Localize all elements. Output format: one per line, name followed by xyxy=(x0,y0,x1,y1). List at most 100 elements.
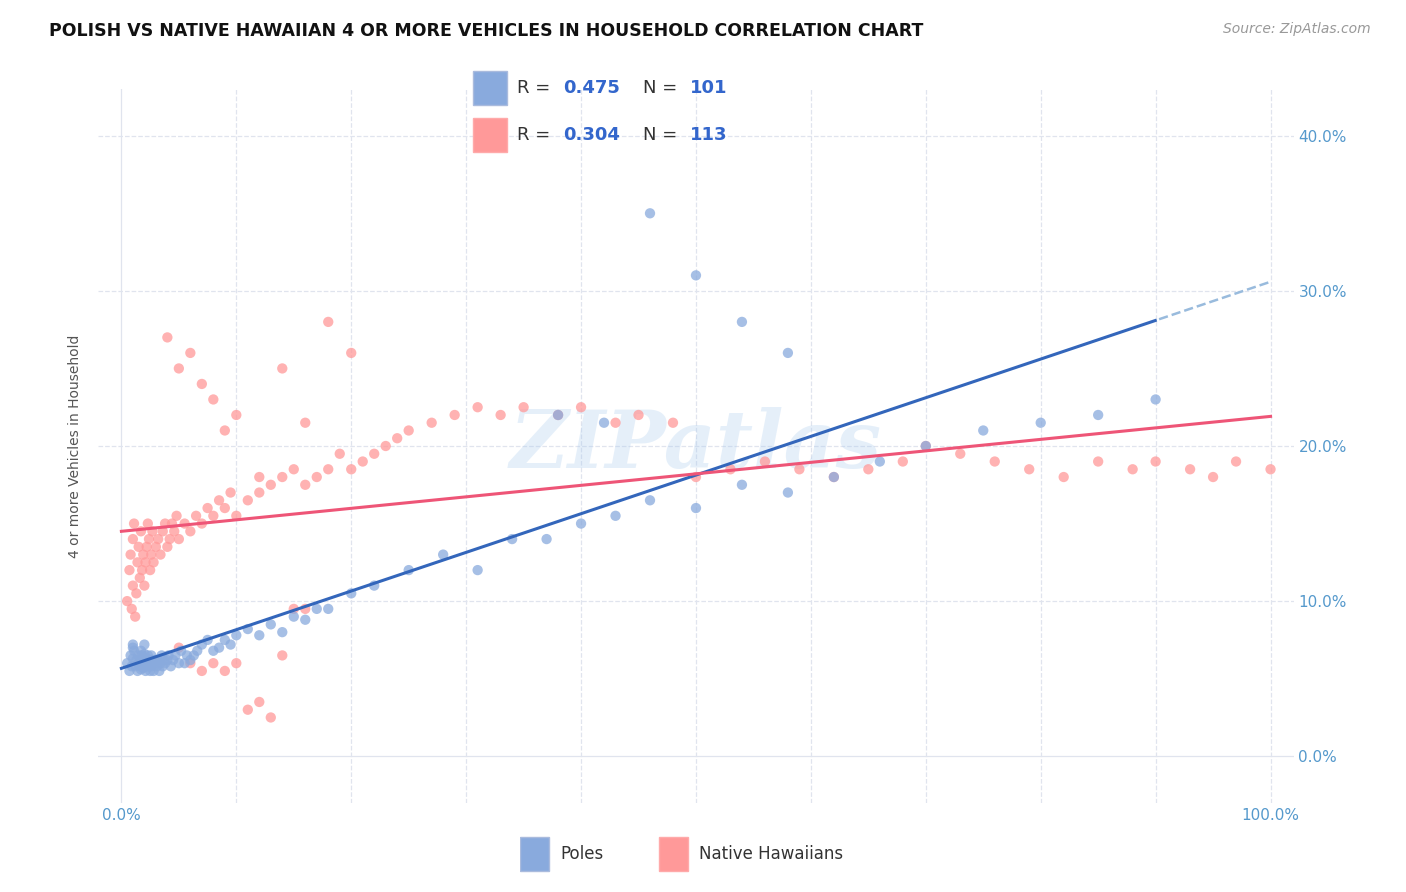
Point xyxy=(225,408,247,422)
Point xyxy=(135,659,157,673)
Text: POLISH VS NATIVE HAWAIIAN 4 OR MORE VEHICLES IN HOUSEHOLD CORRELATION CHART: POLISH VS NATIVE HAWAIIAN 4 OR MORE VEHI… xyxy=(49,22,924,40)
Point xyxy=(1144,392,1167,407)
Point xyxy=(869,454,891,468)
Point xyxy=(131,656,153,670)
Y-axis label: 4 or more Vehicles in Household: 4 or more Vehicles in Household xyxy=(69,334,83,558)
Point xyxy=(135,555,157,569)
Point xyxy=(128,653,150,667)
Point xyxy=(128,540,150,554)
Point xyxy=(141,659,163,673)
Point xyxy=(225,508,247,523)
Point xyxy=(135,664,157,678)
Point xyxy=(329,447,352,461)
Point xyxy=(754,454,776,468)
Point xyxy=(398,424,420,438)
Point xyxy=(271,361,294,376)
Point xyxy=(247,470,270,484)
Point xyxy=(605,508,627,523)
Point xyxy=(134,647,156,661)
Point xyxy=(141,648,163,663)
Point xyxy=(536,532,558,546)
Point xyxy=(260,617,283,632)
Point xyxy=(167,532,190,546)
Point xyxy=(685,501,707,516)
Point xyxy=(247,695,270,709)
Point xyxy=(150,648,173,663)
Point xyxy=(316,315,339,329)
Point xyxy=(467,401,489,415)
Point xyxy=(191,664,214,678)
Point xyxy=(260,710,283,724)
Point xyxy=(225,656,247,670)
Point xyxy=(136,648,159,663)
Point xyxy=(512,401,534,415)
Point xyxy=(247,628,270,642)
Point xyxy=(914,439,936,453)
Point xyxy=(156,330,179,344)
Point xyxy=(173,656,195,670)
Point xyxy=(165,648,187,663)
Point xyxy=(1202,470,1225,484)
Point xyxy=(138,659,160,673)
Text: R =: R = xyxy=(516,79,555,97)
Point xyxy=(593,416,616,430)
Point xyxy=(191,516,214,531)
Point xyxy=(127,555,149,569)
Point xyxy=(1018,462,1040,476)
Point xyxy=(122,579,145,593)
Point xyxy=(638,493,661,508)
Point xyxy=(340,586,363,600)
Point xyxy=(139,664,162,678)
Point xyxy=(153,516,176,531)
Point xyxy=(305,470,328,484)
Point xyxy=(731,477,754,491)
Point xyxy=(247,485,270,500)
Point xyxy=(142,664,165,678)
Point xyxy=(776,346,799,360)
Point xyxy=(1178,462,1201,476)
Text: 0.475: 0.475 xyxy=(562,79,620,97)
Point xyxy=(125,586,148,600)
Point xyxy=(134,659,156,673)
Point xyxy=(170,644,193,658)
Point xyxy=(159,659,181,673)
Point xyxy=(138,653,160,667)
Point xyxy=(153,656,176,670)
Point xyxy=(208,640,231,655)
Point xyxy=(120,648,142,663)
Point xyxy=(547,408,569,422)
Point xyxy=(283,609,305,624)
Point xyxy=(167,656,190,670)
Point xyxy=(891,454,914,468)
Point xyxy=(122,516,145,531)
Point xyxy=(363,447,385,461)
Point xyxy=(129,524,152,539)
Point xyxy=(127,664,149,678)
Point xyxy=(627,408,650,422)
Point xyxy=(179,653,201,667)
Point xyxy=(202,644,225,658)
Point xyxy=(132,661,155,675)
Point xyxy=(236,493,259,508)
Point xyxy=(685,470,707,484)
Point xyxy=(179,656,201,670)
Point xyxy=(489,408,512,422)
Point xyxy=(156,540,179,554)
Point xyxy=(202,508,225,523)
Point xyxy=(167,361,190,376)
Text: N =: N = xyxy=(644,79,683,97)
FancyBboxPatch shape xyxy=(474,119,508,152)
Point xyxy=(148,532,170,546)
Point xyxy=(340,462,363,476)
Point xyxy=(118,563,141,577)
Point xyxy=(122,644,145,658)
Point xyxy=(197,632,219,647)
Point xyxy=(157,648,180,663)
Point xyxy=(121,659,143,673)
Point xyxy=(363,579,385,593)
Point xyxy=(731,315,754,329)
Point xyxy=(214,424,236,438)
Point xyxy=(1225,454,1247,468)
Point xyxy=(1029,416,1052,430)
Point xyxy=(605,416,627,430)
